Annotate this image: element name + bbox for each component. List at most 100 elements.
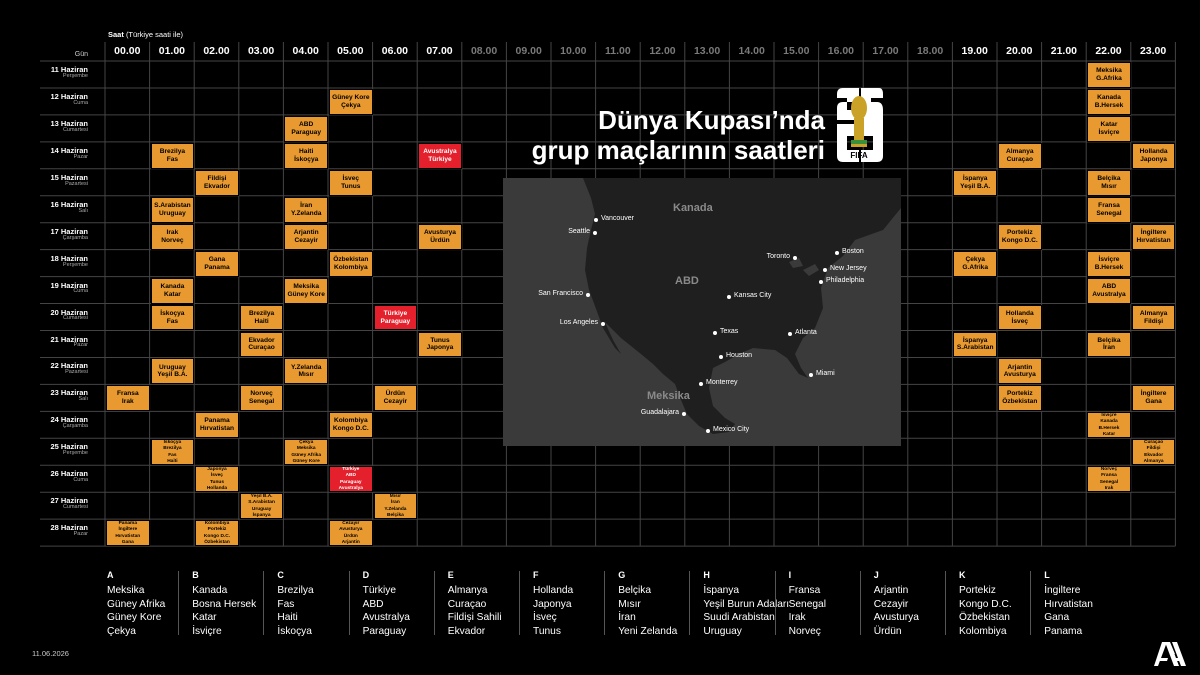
group-team: Belçika <box>618 585 652 596</box>
city-dot <box>727 295 731 299</box>
day-axis-label: Gün <box>74 51 88 58</box>
group-team: İran <box>618 612 636 623</box>
day-label: 13 Haziran Cumartesi <box>50 118 88 133</box>
match-cell: İsveç Tunus <box>329 169 373 196</box>
match-cell: Portekiz Özbekistan <box>998 385 1042 412</box>
match-cell: Avustralya Türkiye <box>418 142 462 169</box>
match-cell: Güney Kore Çekya <box>329 88 373 115</box>
city-label: Boston <box>842 248 864 255</box>
hour-header: 23.00 <box>1139 45 1167 57</box>
group-team: Kanada <box>192 585 228 596</box>
group-team: Fransa <box>788 585 821 596</box>
svg-text:FIFA: FIFA <box>850 151 868 160</box>
group-team: Ürdün <box>873 625 902 637</box>
city-label: Mexico City <box>713 426 750 433</box>
group-team: Gana <box>1044 612 1070 623</box>
hour-header: 05.00 <box>337 45 364 57</box>
group-divider <box>348 571 350 635</box>
match-cell: İskoçya Fas <box>150 304 195 331</box>
match-cell: Gana Panama <box>195 250 239 277</box>
group-team: Portekiz <box>959 585 996 596</box>
match-cell: Cezayir Avusturya Ürdün Arjantin <box>329 520 373 547</box>
group-divider <box>433 571 435 635</box>
city-label: Vancouver <box>601 215 634 222</box>
city-dot <box>586 293 590 297</box>
match-cell: Yeşil B.A. S.Arabistan Uruguay İspanya <box>239 493 284 520</box>
city-label: Monterrey <box>706 379 738 386</box>
group-column: K Portekiz Kongo D.C. Özbekistan Kolombiya <box>959 570 1047 638</box>
city-label: Seattle <box>568 228 590 235</box>
match-cell: Mısır İran Y.Zelanda Belçika <box>373 493 418 520</box>
group-column: A Meksika Güney Afrika Güney Kore Çekya <box>107 570 195 638</box>
hour-header: 01.00 <box>158 45 186 57</box>
city-label: Kansas City <box>734 292 772 299</box>
hour-header: 15.00 <box>783 45 810 57</box>
hour-header: 19.00 <box>961 45 988 57</box>
city-dot <box>706 429 710 433</box>
day-label: 24 Haziran Çarşamba <box>50 415 88 430</box>
group-team: Hırvatistan <box>1044 598 1093 610</box>
group-letter: J <box>873 570 879 580</box>
hour-header: 14.00 <box>738 45 765 57</box>
city-dot <box>819 280 823 284</box>
group-letter: K <box>959 570 966 580</box>
group-team: Suudi Arabistan <box>703 612 775 623</box>
city-dot <box>823 268 827 272</box>
city-label: Atlanta <box>795 329 817 336</box>
match-cell: Almanya Curaçao <box>998 142 1042 169</box>
group-divider <box>859 571 861 635</box>
match-cell: Çekya G.Afrika <box>953 250 997 277</box>
group-letter: E <box>447 570 454 580</box>
day-label: 16 Haziran Salı <box>50 199 88 214</box>
group-letter: H <box>703 570 710 580</box>
hour-header: 12.00 <box>649 45 676 57</box>
group-team: Japonya <box>533 598 572 610</box>
city-dot <box>809 373 813 377</box>
city-dot <box>793 256 797 260</box>
group-letter: I <box>788 570 792 580</box>
group-team: İsviçre <box>192 625 222 637</box>
city-dot <box>682 412 686 416</box>
city-label: Philadelphia <box>826 277 865 284</box>
group-team: Curaçao <box>447 598 487 610</box>
group-team: Almanya <box>447 585 488 596</box>
group-team: Mısır <box>618 598 641 610</box>
match-cell: İspanya S.Arabistan <box>953 331 997 358</box>
group-column: L İngiltere Hırvatistan Gana Panama <box>1044 570 1132 638</box>
agency-logo: AA <box>1154 642 1186 668</box>
group-team: İsveç <box>533 612 557 623</box>
group-team: Tunus <box>533 625 561 637</box>
city-dot <box>594 218 598 222</box>
match-cell: Japonya İsveç Tunus Hollanda <box>195 466 239 493</box>
group-divider <box>774 571 776 635</box>
hour-header: 21.00 <box>1050 45 1078 57</box>
match-cell: Hollanda İsveç <box>998 304 1042 331</box>
group-letter: F <box>533 570 539 580</box>
city-dot <box>593 231 597 235</box>
day-label: 15 Haziran Pazartesi <box>50 172 88 187</box>
city-dot <box>719 355 723 359</box>
match-cell: İran Y.Zelanda <box>284 196 328 223</box>
group-team: Kolombiya <box>959 625 1007 637</box>
city-label: Toronto <box>766 253 790 260</box>
match-cell: Curaçao Fildişi Ekvador Almanya <box>1131 439 1176 466</box>
match-cell: Arjantin Cezayir <box>284 223 328 250</box>
match-cell: İngiltere Gana <box>1131 385 1176 412</box>
world-cup-26-logo: FIFA <box>837 88 883 162</box>
group-team: Cezayir <box>873 598 909 610</box>
group-team: Panama <box>1044 625 1083 637</box>
city-label: Texas <box>720 328 739 335</box>
city-label: Los Angeles <box>559 319 598 326</box>
hour-header: 09.00 <box>515 45 542 57</box>
group-divider <box>945 571 946 635</box>
match-cell: İskoçya Brezilya Fas Haiti <box>150 439 195 466</box>
city-label: New Jersey <box>830 265 867 272</box>
hour-header: 11.00 <box>605 45 631 57</box>
match-cell: Katar İsviçre <box>1087 115 1131 142</box>
host-cities-map: Kanada ABD Meksika Vancouver Seattle San F… <box>503 178 901 446</box>
match-cell: Belçika Mısır <box>1087 169 1131 196</box>
match-cell: Kolombiya Kongo D.C. <box>329 412 373 439</box>
map-landmass <box>503 178 901 446</box>
day-label: 11 Haziran Perşembe <box>50 65 88 79</box>
day-label: 26 Haziran Cuma <box>50 469 88 484</box>
